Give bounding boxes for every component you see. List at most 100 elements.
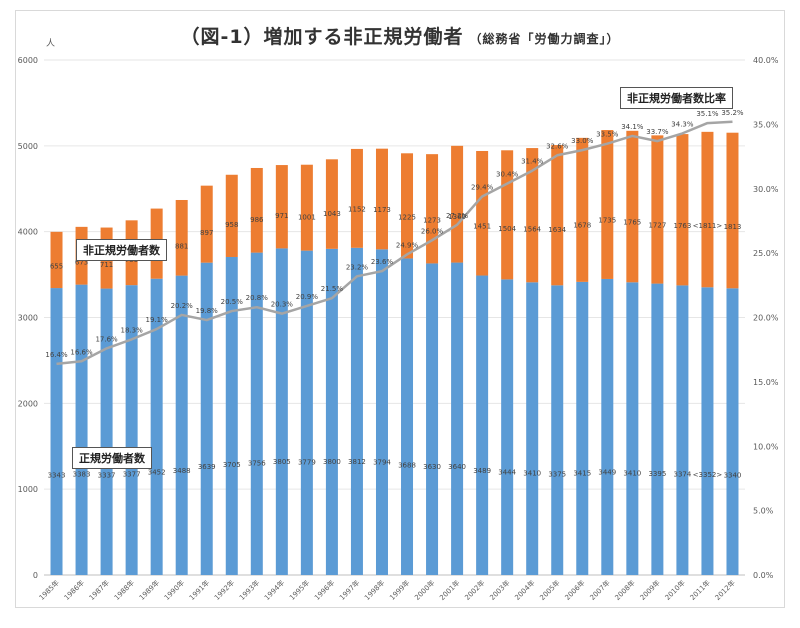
data-label-regular: 3452 bbox=[148, 468, 166, 476]
x-tick-label: 1999年 bbox=[388, 578, 412, 602]
data-label-ratio: 21.5% bbox=[321, 285, 344, 293]
data-label-ratio: 20.9% bbox=[296, 293, 319, 301]
bar-regular bbox=[100, 288, 113, 575]
bar-nonregular bbox=[325, 159, 338, 249]
data-label-nonregular: 958 bbox=[225, 221, 238, 229]
x-tick-label: 1993年 bbox=[237, 578, 261, 602]
bar-nonregular bbox=[250, 167, 263, 253]
ratio-line bbox=[56, 120, 733, 366]
bar-regular bbox=[676, 285, 689, 575]
y2-tick-label: 25.0% bbox=[753, 249, 779, 258]
data-label-ratio: 31.4% bbox=[521, 158, 544, 166]
bar-regular bbox=[726, 288, 739, 575]
data-label-ratio: 34.3% bbox=[671, 120, 694, 128]
x-tick-label: 2000年 bbox=[413, 578, 437, 602]
data-label-regular: 3489 bbox=[473, 467, 491, 475]
data-label-ratio: 35.2% bbox=[721, 109, 744, 117]
bar-regular bbox=[225, 256, 238, 575]
data-label-nonregular: 1451 bbox=[473, 223, 491, 231]
bar-regular bbox=[476, 275, 489, 575]
y-tick-label: 6000 bbox=[18, 56, 38, 65]
bar-regular bbox=[501, 279, 514, 575]
data-label-nonregular: 1152 bbox=[348, 205, 366, 213]
bar-regular bbox=[451, 262, 464, 575]
data-label-nonregular: 897 bbox=[200, 229, 213, 237]
data-label-regular: 3805 bbox=[273, 458, 291, 466]
data-label-nonregular: <1811> bbox=[693, 222, 723, 230]
data-label-nonregular: 673 bbox=[75, 259, 88, 267]
y2-tick-label: 35.0% bbox=[753, 120, 779, 129]
data-label-regular: 3449 bbox=[598, 468, 616, 476]
bar-regular bbox=[426, 263, 439, 575]
data-label-regular: 3415 bbox=[573, 469, 591, 477]
bar-regular bbox=[375, 249, 388, 575]
bar-regular bbox=[626, 282, 639, 575]
data-label-ratio: 33.5% bbox=[596, 131, 619, 139]
y2-tick-label: 20.0% bbox=[753, 314, 779, 323]
data-label-regular: <3352> bbox=[693, 471, 723, 479]
data-label-ratio: 17.6% bbox=[95, 335, 118, 343]
bar-nonregular bbox=[676, 134, 689, 286]
bar-regular bbox=[300, 250, 313, 575]
x-tick-label: 1985年 bbox=[37, 578, 61, 602]
bar-nonregular bbox=[375, 148, 388, 250]
bar-nonregular bbox=[451, 145, 464, 263]
data-label-ratio: 19.8% bbox=[196, 307, 219, 315]
bar-nonregular bbox=[726, 132, 739, 289]
y-tick-label: 4000 bbox=[18, 228, 38, 237]
data-label-regular: 3410 bbox=[523, 469, 541, 477]
data-label-nonregular: 1813 bbox=[724, 223, 742, 231]
x-tick-label: 2012年 bbox=[713, 578, 737, 602]
bar-nonregular bbox=[350, 148, 363, 248]
data-label-ratio: 34.1% bbox=[621, 123, 644, 131]
data-label-regular: 3343 bbox=[48, 471, 66, 479]
x-tick-label: 2001年 bbox=[438, 578, 462, 602]
bar-regular bbox=[601, 278, 614, 575]
bar-regular bbox=[200, 262, 213, 575]
bar-regular bbox=[701, 287, 714, 575]
x-tick-label: 1995年 bbox=[287, 578, 311, 602]
data-label-regular: 3705 bbox=[223, 461, 241, 469]
data-label-regular: 3377 bbox=[123, 470, 141, 478]
data-label-ratio: 26.0% bbox=[421, 227, 444, 235]
bar-regular bbox=[651, 283, 664, 575]
x-tick-label: 2009年 bbox=[638, 578, 662, 602]
bar-nonregular bbox=[50, 231, 63, 289]
x-tick-label: 2004年 bbox=[513, 578, 537, 602]
y2-tick-label: 15.0% bbox=[753, 378, 779, 387]
data-label-nonregular: 1727 bbox=[648, 221, 666, 229]
data-label-regular: 3374 bbox=[673, 471, 691, 479]
data-label-nonregular: 881 bbox=[175, 242, 188, 250]
data-label-regular: 3640 bbox=[448, 463, 466, 471]
bar-regular bbox=[50, 288, 63, 575]
bar-regular bbox=[175, 275, 188, 575]
x-tick-label: 1997年 bbox=[337, 578, 361, 602]
bar-regular bbox=[275, 248, 288, 575]
y-tick-label: 5000 bbox=[18, 142, 38, 151]
bar-nonregular bbox=[526, 148, 539, 283]
x-tick-label: 2008年 bbox=[613, 578, 637, 602]
data-label-regular: 3444 bbox=[498, 468, 516, 476]
data-label-nonregular: 1173 bbox=[373, 206, 391, 214]
data-label-nonregular: 1273 bbox=[423, 217, 441, 225]
data-label-regular: 3779 bbox=[298, 459, 316, 467]
data-label-nonregular: 1735 bbox=[598, 216, 616, 224]
bar-regular bbox=[125, 285, 138, 575]
x-tick-label: 2005年 bbox=[538, 578, 562, 602]
y-tick-label: 2000 bbox=[18, 399, 38, 408]
y2-tick-label: 10.0% bbox=[753, 442, 779, 451]
x-tick-label: 1996年 bbox=[312, 578, 336, 602]
bar-regular bbox=[551, 285, 564, 575]
x-tick-label: 2007年 bbox=[588, 578, 612, 602]
bar-regular bbox=[401, 258, 414, 575]
data-label-regular: 3383 bbox=[73, 470, 91, 478]
x-tick-label: 1994年 bbox=[262, 578, 286, 602]
bar-nonregular bbox=[225, 174, 238, 257]
bar-nonregular bbox=[426, 154, 439, 264]
bar-nonregular bbox=[401, 153, 414, 259]
data-label-nonregular: 1225 bbox=[398, 213, 416, 221]
data-label-ratio: 24.9% bbox=[396, 241, 419, 249]
data-label-ratio: 16.4% bbox=[45, 351, 68, 359]
bar-nonregular bbox=[626, 130, 639, 283]
